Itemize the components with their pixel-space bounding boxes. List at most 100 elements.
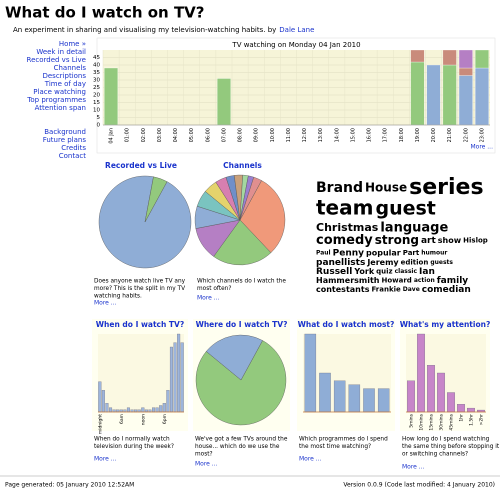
cloud-word: panellists	[316, 258, 365, 268]
cloud-word: Hammersmith	[316, 276, 380, 285]
panel-description: Does anyone watch live TV any	[94, 279, 186, 285]
x-tick-label: 03:00	[157, 128, 163, 142]
cloud-word: popular	[366, 249, 401, 258]
x-tick-label: 1.5hr	[469, 414, 475, 426]
bar-segment	[442, 49, 457, 66]
y-tick-label: 10	[93, 108, 100, 114]
x-tick-label: 13:00	[318, 128, 324, 142]
more-link[interactable]: More ...	[402, 464, 425, 471]
x-tick-label: 23:00	[479, 128, 485, 142]
subtitle: An experiment in sharing and visualising…	[13, 26, 276, 34]
panel-description: television during the week?	[94, 444, 174, 450]
bar	[105, 403, 109, 413]
bar	[98, 381, 102, 413]
cloud-word: Part	[403, 249, 420, 257]
nav-link[interactable]: Background	[44, 128, 86, 136]
y-tick-label: 30	[93, 78, 100, 84]
x-tick-label: 16:00	[367, 128, 373, 142]
bar	[377, 388, 390, 413]
x-tick-label: 09:00	[254, 128, 260, 142]
bar	[162, 403, 166, 413]
chart-title: TV watching on Monday 04 Jan 2010	[231, 41, 360, 49]
cloud-word: strong	[375, 233, 419, 247]
x-tick-label: 10mins	[419, 413, 425, 430]
nav-link[interactable]: Time of day	[44, 80, 86, 88]
x-tick-label: 14:00	[334, 128, 340, 142]
cloud-word: Brand	[316, 180, 363, 196]
panel-title[interactable]: When do I watch TV?	[96, 320, 184, 329]
panel-title[interactable]: Where do I watch TV?	[196, 320, 288, 329]
nav-link[interactable]: Recorded vs Live	[27, 56, 86, 64]
y-tick-label: 45	[93, 55, 100, 61]
panel-title[interactable]: Channels	[223, 161, 262, 170]
x-tick-label: 22:00	[463, 128, 469, 142]
nav-link[interactable]: Channels	[54, 64, 87, 72]
cloud-word: show	[438, 236, 462, 245]
nav-link[interactable]: Contact	[59, 152, 86, 160]
cloud-word: Penny	[333, 249, 365, 259]
bar-segment	[458, 75, 473, 126]
x-tick-label: 02:00	[141, 128, 147, 142]
chart-bg	[303, 334, 391, 412]
nav-link[interactable]: Home »	[59, 40, 86, 48]
nav-link[interactable]: Top programmes	[26, 96, 86, 104]
panel-title[interactable]: What's my attention?	[400, 320, 491, 329]
nav-link[interactable]: Week in detail	[36, 48, 86, 56]
x-tick-label: 06:00	[205, 128, 211, 142]
nav-link[interactable]: Attention span	[35, 104, 86, 112]
panel-description: most often?	[197, 286, 231, 292]
panel-description: house... which do we use the	[195, 444, 280, 450]
more-link[interactable]: More ...	[195, 461, 218, 468]
page-title: What do I watch on TV?	[5, 4, 205, 22]
word-cloud-box	[312, 175, 490, 295]
bar	[126, 407, 130, 413]
y-tick-label: 5	[97, 115, 101, 121]
cloud-word: Russell	[316, 267, 352, 277]
nav-link[interactable]: Credits	[61, 144, 86, 152]
bar	[363, 388, 375, 413]
x-tick-label: 12:00	[302, 128, 308, 142]
bar	[427, 365, 435, 413]
cloud-word: guests	[430, 259, 453, 266]
cloud-word: comedy	[316, 233, 373, 248]
bar	[177, 333, 181, 413]
y-tick-label: 40	[93, 63, 100, 69]
panel-description: most?	[195, 452, 213, 458]
cloud-word: Christmas	[316, 221, 379, 234]
cloud-word: action	[414, 277, 435, 284]
x-tick-label: 1hr	[459, 414, 465, 422]
bar-segment	[104, 67, 118, 126]
more-link[interactable]: More ...	[299, 456, 322, 463]
x-tick-label: 17:00	[383, 128, 389, 142]
bar	[457, 404, 465, 413]
x-tick-label: 6am	[119, 414, 125, 424]
x-tick-label: midnight	[97, 414, 103, 434]
nav-link[interactable]: Future plans	[43, 136, 87, 144]
bar	[169, 346, 173, 413]
bar	[173, 342, 177, 413]
panel-description: the same thing before stopping it	[402, 444, 500, 450]
pie-slice	[213, 219, 272, 266]
x-tick-label: 30mins	[439, 413, 445, 430]
x-tick-label: 6pm	[162, 414, 168, 424]
bar	[417, 333, 425, 413]
cloud-word: family	[437, 276, 469, 286]
nav-link[interactable]: Place watching	[33, 88, 86, 96]
cloud-word: Paul	[316, 250, 331, 257]
panel-title[interactable]: Recorded vs Live	[105, 161, 177, 170]
cloud-word: edition	[401, 258, 429, 266]
more-link[interactable]: More ...	[94, 300, 117, 307]
pie-slice	[239, 180, 286, 254]
nav-link[interactable]: Descriptions	[42, 72, 86, 80]
pie-slice	[205, 334, 263, 381]
panel-description: How long do I spend watching	[402, 437, 490, 443]
y-tick-label: 35	[93, 70, 100, 76]
cloud-word: Hislop	[463, 237, 488, 245]
panel-title[interactable]: What do I watch most?	[298, 320, 395, 329]
more-link[interactable]: More ...	[470, 144, 493, 151]
bar	[304, 333, 317, 413]
x-tick-label: noon	[141, 414, 146, 425]
author-link[interactable]: Dale Lane	[279, 26, 314, 34]
more-link[interactable]: More ...	[94, 456, 117, 463]
more-link[interactable]: More ...	[197, 295, 220, 302]
